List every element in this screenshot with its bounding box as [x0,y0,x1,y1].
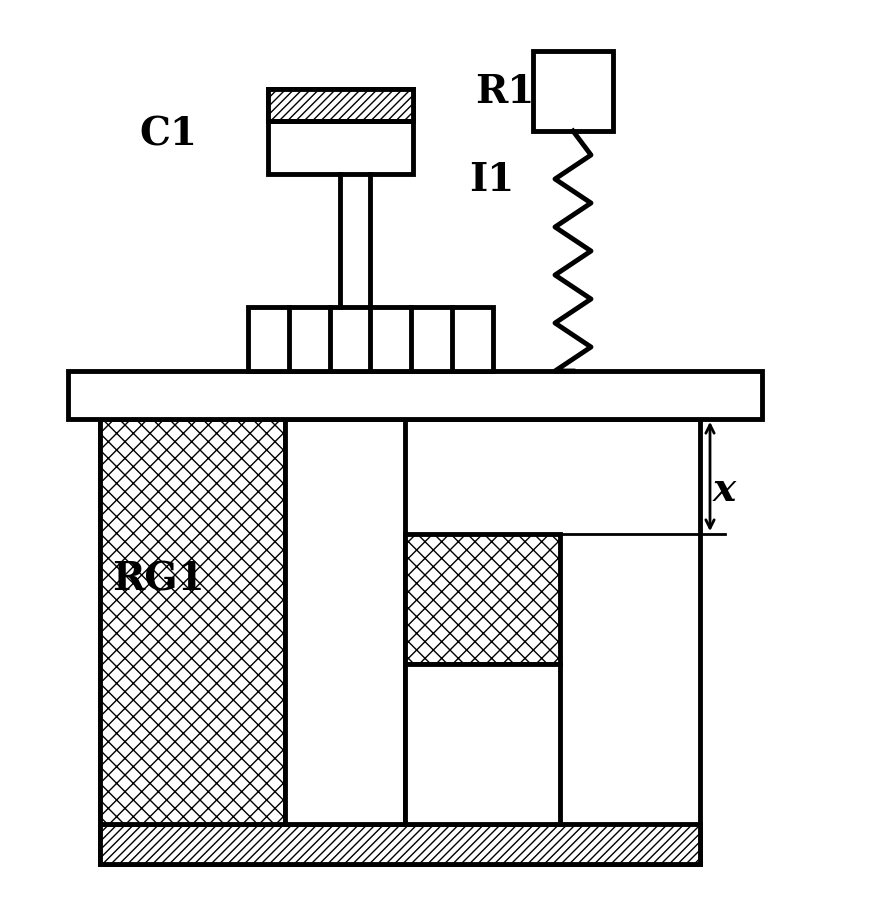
Text: PT1: PT1 [425,680,510,718]
FancyBboxPatch shape [248,308,493,372]
Text: R1: R1 [474,73,534,111]
Text: x: x [712,470,734,508]
FancyBboxPatch shape [285,420,405,824]
FancyBboxPatch shape [100,420,285,824]
FancyBboxPatch shape [100,420,700,864]
FancyBboxPatch shape [268,90,413,175]
FancyBboxPatch shape [405,535,560,665]
Text: I1: I1 [469,161,514,199]
Text: A1: A1 [313,526,370,563]
FancyBboxPatch shape [405,665,560,824]
FancyBboxPatch shape [533,52,613,132]
Text: C1: C1 [139,116,196,154]
FancyBboxPatch shape [268,90,413,122]
FancyBboxPatch shape [68,372,761,420]
Text: RG1: RG1 [111,561,204,599]
FancyBboxPatch shape [100,824,700,864]
